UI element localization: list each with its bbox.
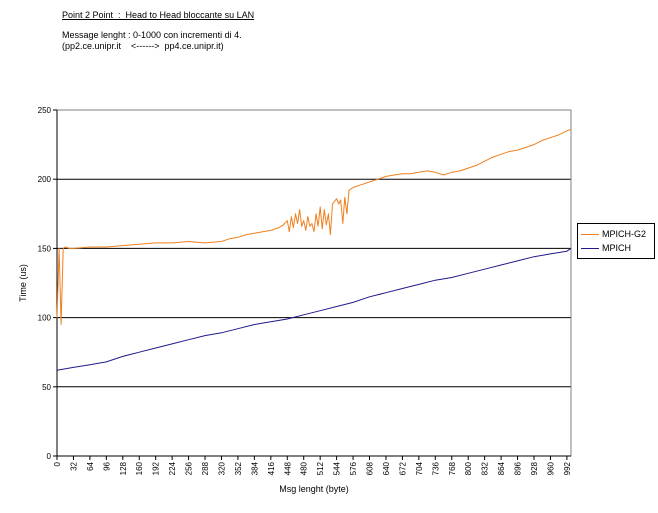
legend-label: MPICH [602, 243, 631, 253]
x-tick-label: 320 [217, 461, 226, 475]
x-tick-label: 256 [185, 461, 194, 475]
chart-subtitle-hosts: (pp2.ce.unipr.it <------> pp4.ce.unipr.i… [62, 41, 224, 51]
x-tick-label: 0 [53, 461, 62, 466]
x-tick-label: 928 [530, 461, 539, 475]
x-tick-label: 544 [333, 461, 342, 475]
x-tick-label: 64 [86, 461, 95, 470]
x-axis: 0 32 64 96 128 160 192 224 256 288 320 352 384 416 448… [53, 110, 572, 475]
x-tick-label: 800 [464, 461, 473, 475]
x-tick-label: 704 [415, 461, 424, 475]
x-tick-label: 128 [119, 461, 128, 475]
x-axis-label: Msg lenght (byte) [279, 484, 349, 494]
x-tick-label: 960 [546, 461, 555, 475]
legend-swatch-mpich-g2 [581, 233, 599, 235]
x-tick-label: 864 [497, 461, 506, 475]
y-axis: 0 50 100 150 200 250 [38, 106, 57, 461]
x-tick-label: 896 [514, 461, 523, 475]
x-tick-label: 384 [250, 461, 259, 475]
x-tick-label: 832 [481, 461, 490, 475]
x-tick-label: 288 [201, 461, 210, 475]
y-axis-label: Time (us) [18, 264, 28, 302]
y-tick-label: 50 [42, 383, 51, 392]
series-line-mpich-g2 [56, 128, 572, 325]
x-tick-label: 352 [234, 461, 243, 475]
plot-area [56, 109, 572, 457]
legend: MPICH-G2 MPICH [577, 223, 655, 259]
grid-layer [57, 178, 571, 388]
x-tick-label: 96 [102, 461, 111, 470]
y-tick-label: 150 [38, 244, 52, 253]
x-tick-label: 448 [283, 461, 292, 475]
legend-item-mpich-g2: MPICH-G2 [581, 228, 646, 240]
x-tick-label: 736 [431, 461, 440, 475]
x-tick-label: 480 [300, 461, 309, 475]
x-tick-label: 416 [267, 461, 276, 475]
x-tick-label: 640 [382, 461, 391, 475]
series-layer [56, 128, 572, 371]
chart-title: Point 2 Point : Head to Head bloccante s… [62, 10, 255, 20]
x-tick-label: 576 [349, 461, 358, 475]
x-tick-label: 768 [448, 461, 457, 475]
x-tick-label: 992 [563, 461, 572, 475]
chart-subtitle: Message lenght : 0-1000 con incrementi d… [62, 30, 242, 40]
x-tick-label: 512 [316, 461, 325, 475]
y-tick-label: 0 [47, 452, 52, 461]
x-tick-label: 224 [168, 461, 177, 475]
x-tick-label: 608 [366, 461, 375, 475]
legend-swatch-mpich [581, 247, 599, 249]
legend-item-mpich: MPICH [581, 242, 631, 254]
y-tick-label: 250 [38, 106, 52, 115]
x-tick-label: 160 [135, 461, 144, 475]
y-tick-label: 100 [38, 314, 52, 323]
chart-header: Point 2 Point : Head to Head bloccante s… [62, 10, 254, 52]
x-tick-label: 672 [398, 461, 407, 475]
x-tick-label: 32 [69, 461, 78, 470]
legend-label: MPICH-G2 [602, 229, 647, 239]
series-line-mpich [56, 247, 572, 371]
y-tick-label: 200 [38, 175, 52, 184]
x-tick-label: 192 [152, 461, 161, 475]
